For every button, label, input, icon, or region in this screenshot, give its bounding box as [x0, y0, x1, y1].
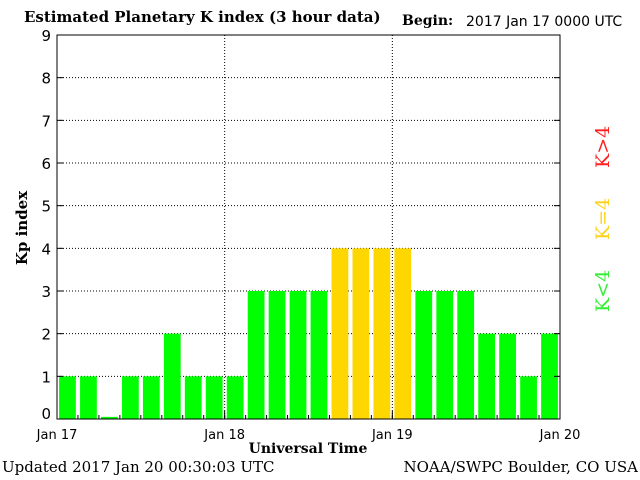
kp-bar: [541, 333, 558, 419]
x-tick-label: Jan 18: [203, 428, 245, 443]
kp-bar: [226, 376, 244, 419]
kp-bar: [205, 376, 223, 419]
kp-bar: [121, 376, 139, 419]
begin-value: 2017 Jan 17 0000 UTC: [466, 14, 623, 30]
legend-k-equal-4: K=4: [592, 197, 614, 240]
y-tick-label: 9: [41, 27, 51, 45]
kp-bar: [352, 248, 370, 419]
y-tick-label: 1: [41, 368, 51, 386]
x-tick-label: Jan 20: [539, 428, 581, 443]
legend-k-greater-4: K>4: [592, 125, 614, 168]
kp-bar: [80, 376, 97, 419]
y-tick-label: 8: [41, 70, 51, 88]
kp-bar: [310, 291, 328, 419]
updated-timestamp: Updated 2017 Jan 20 00:30:03 UTC: [2, 458, 275, 476]
kp-bar: [415, 291, 433, 419]
y-tick-label: 5: [41, 198, 51, 216]
kp-bar: [436, 291, 454, 419]
kp-bar: [142, 376, 160, 419]
y-axis-label: Kp index: [13, 190, 31, 265]
x-tick-label: Jan 19: [371, 428, 413, 443]
y-tick-label: 0: [41, 405, 51, 423]
kp-bar: [520, 376, 537, 419]
kp-bar: [59, 376, 76, 419]
kp-bar: [373, 248, 391, 419]
kp-bar: [247, 291, 265, 419]
y-tick-label: 2: [41, 326, 51, 344]
kp-bar: [184, 376, 202, 419]
kp-bar: [163, 333, 181, 419]
y-tick-label: 7: [41, 112, 51, 130]
begin-label: Begin:: [402, 13, 454, 29]
chart-title: Estimated Planetary K index (3 hour data…: [24, 8, 381, 26]
kp-bar: [268, 291, 286, 419]
kp-bar: [331, 248, 349, 419]
kp-bar: [457, 291, 475, 419]
kp-bar: [394, 248, 412, 419]
y-tick-label: 4: [41, 240, 51, 258]
kp-bar: [101, 416, 118, 419]
data-source: NOAA/SWPC Boulder, CO USA: [403, 458, 638, 476]
legend-k-less-4: K<4: [592, 269, 614, 312]
y-tick-label: 6: [41, 155, 51, 173]
kp-bar: [499, 333, 516, 419]
x-axis-label: Universal Time: [249, 441, 368, 457]
kp-bar: [289, 291, 307, 419]
kp-bar: [478, 333, 496, 419]
x-tick-label: Jan 17: [36, 428, 78, 443]
y-tick-label: 3: [41, 283, 51, 301]
